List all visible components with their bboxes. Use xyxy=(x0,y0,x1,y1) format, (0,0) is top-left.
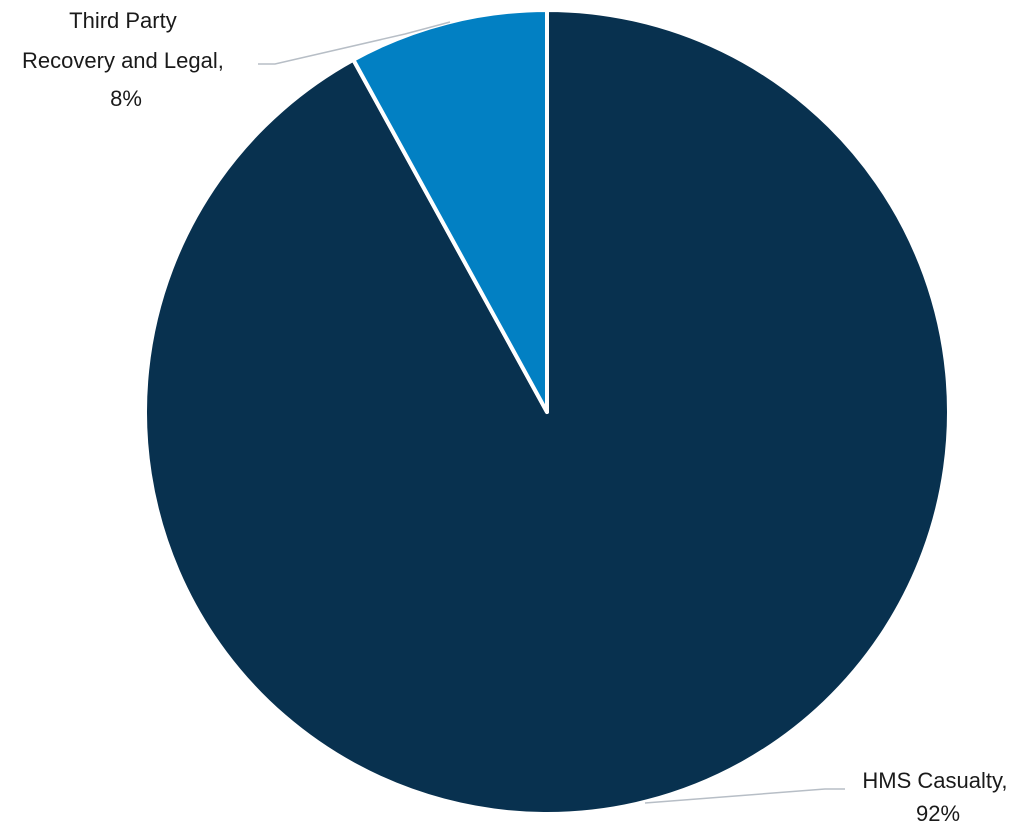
data-label-third-party-line2: Recovery and Legal, xyxy=(22,48,224,73)
data-label-third-party-line1: Third Party xyxy=(69,8,177,33)
pie-slices xyxy=(143,8,951,816)
data-label-hms-casualty: HMS Casualty, 92% xyxy=(862,768,1013,825)
data-label-third-party: Third Party Recovery and Legal, 8% xyxy=(22,8,230,111)
data-label-hms-casualty-line2: 92% xyxy=(916,801,960,825)
leader-line-hms-casualty xyxy=(644,788,845,804)
leader-line-third-party xyxy=(258,21,451,65)
data-label-third-party-line3: 8% xyxy=(110,86,142,111)
data-label-hms-casualty-line1: HMS Casualty, xyxy=(862,768,1007,793)
